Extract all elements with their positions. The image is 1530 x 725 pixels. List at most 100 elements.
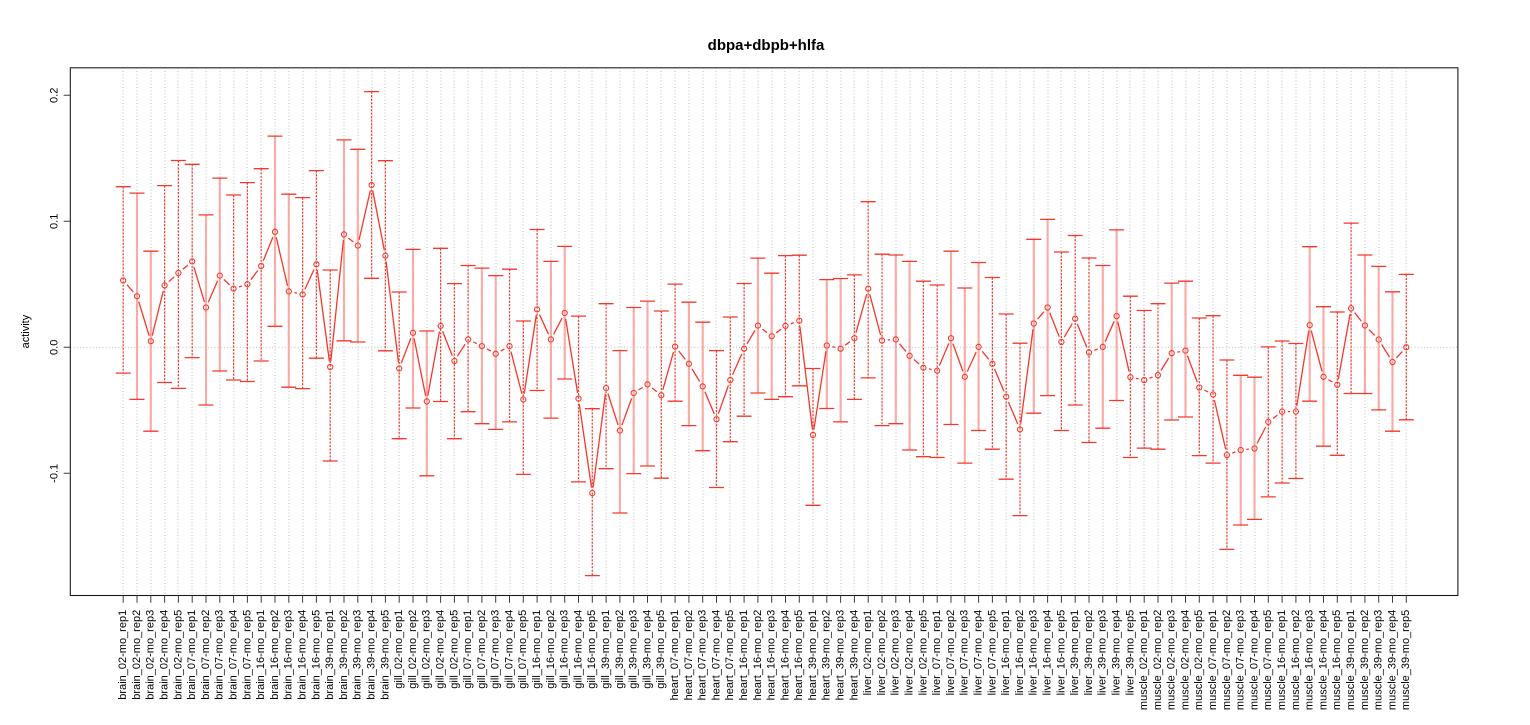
svg-text:brain_16-mo_rep2: brain_16-mo_rep2 (269, 610, 281, 700)
svg-text:heart_16-mo_rep2: heart_16-mo_rep2 (752, 610, 764, 701)
svg-text:brain_07-mo_rep1: brain_07-mo_rep1 (186, 610, 198, 700)
svg-text:liver_02-mo_rep4: liver_02-mo_rep4 (904, 610, 916, 696)
svg-text:muscle_39-mo_rep3: muscle_39-mo_rep3 (1373, 610, 1385, 710)
svg-text:gill_39-mo_rep4: gill_39-mo_rep4 (641, 610, 653, 689)
svg-text:heart_16-mo_rep5: heart_16-mo_rep5 (793, 610, 805, 701)
svg-text:brain_07-mo_rep2: brain_07-mo_rep2 (200, 610, 212, 700)
svg-text:muscle_02-mo_rep3: muscle_02-mo_rep3 (1166, 610, 1178, 710)
svg-text:brain_16-mo_rep3: brain_16-mo_rep3 (283, 610, 295, 700)
svg-text:liver_07-mo_rep2: liver_07-mo_rep2 (945, 610, 957, 696)
svg-text:brain_02-mo_rep3: brain_02-mo_rep3 (145, 610, 157, 700)
svg-text:liver_39-mo_rep3: liver_39-mo_rep3 (1097, 610, 1109, 696)
svg-text:gill_39-mo_rep1: gill_39-mo_rep1 (600, 610, 612, 689)
svg-text:brain_16-mo_rep1: brain_16-mo_rep1 (255, 610, 267, 700)
svg-text:gill_07-mo_rep4: gill_07-mo_rep4 (503, 610, 515, 689)
svg-text:muscle_07-mo_rep4: muscle_07-mo_rep4 (1248, 610, 1260, 710)
svg-text:muscle_16-mo_rep2: muscle_16-mo_rep2 (1290, 610, 1302, 710)
svg-text:gill_02-mo_rep4: gill_02-mo_rep4 (435, 610, 447, 689)
svg-text:liver_02-mo_rep2: liver_02-mo_rep2 (876, 610, 888, 696)
svg-text:brain_16-mo_rep4: brain_16-mo_rep4 (297, 610, 309, 700)
svg-text:heart_39-mo_rep3: heart_39-mo_rep3 (835, 610, 847, 701)
svg-text:activity: activity (20, 314, 32, 348)
svg-text:liver_39-mo_rep2: liver_39-mo_rep2 (1083, 610, 1095, 696)
svg-text:heart_16-mo_rep3: heart_16-mo_rep3 (766, 610, 778, 701)
svg-text:gill_16-mo_rep4: gill_16-mo_rep4 (572, 610, 584, 689)
svg-text:liver_07-mo_rep5: liver_07-mo_rep5 (986, 610, 998, 696)
svg-text:heart_07-mo_rep5: heart_07-mo_rep5 (724, 610, 736, 701)
svg-text:gill_16-mo_rep2: gill_16-mo_rep2 (545, 610, 557, 689)
svg-text:liver_02-mo_rep3: liver_02-mo_rep3 (890, 610, 902, 696)
svg-text:liver_16-mo_rep3: liver_16-mo_rep3 (1028, 610, 1040, 696)
svg-text:heart_07-mo_rep2: heart_07-mo_rep2 (683, 610, 695, 701)
svg-text:heart_39-mo_rep4: heart_39-mo_rep4 (848, 610, 860, 701)
svg-text:gill_02-mo_rep1: gill_02-mo_rep1 (393, 610, 405, 689)
svg-text:muscle_16-mo_rep4: muscle_16-mo_rep4 (1317, 610, 1329, 710)
svg-text:gill_07-mo_rep5: gill_07-mo_rep5 (517, 610, 529, 689)
svg-text:brain_07-mo_rep3: brain_07-mo_rep3 (214, 610, 226, 700)
svg-text:gill_16-mo_rep1: gill_16-mo_rep1 (531, 610, 543, 689)
svg-text:gill_02-mo_rep3: gill_02-mo_rep3 (421, 610, 433, 689)
svg-text:liver_02-mo_rep5: liver_02-mo_rep5 (917, 610, 929, 696)
svg-text:heart_39-mo_rep1: heart_39-mo_rep1 (807, 610, 819, 701)
svg-text:brain_39-mo_rep4: brain_39-mo_rep4 (366, 610, 378, 700)
svg-text:muscle_07-mo_rep3: muscle_07-mo_rep3 (1235, 610, 1247, 710)
svg-text:0.1: 0.1 (49, 214, 61, 229)
svg-text:liver_39-mo_rep1: liver_39-mo_rep1 (1069, 610, 1081, 696)
svg-text:liver_07-mo_rep1: liver_07-mo_rep1 (931, 610, 943, 696)
svg-text:muscle_16-mo_rep1: muscle_16-mo_rep1 (1276, 610, 1288, 710)
svg-text:heart_39-mo_rep2: heart_39-mo_rep2 (821, 610, 833, 701)
svg-text:muscle_39-mo_rep1: muscle_39-mo_rep1 (1345, 610, 1357, 710)
svg-text:gill_07-mo_rep1: gill_07-mo_rep1 (462, 610, 474, 689)
svg-text:gill_02-mo_rep2: gill_02-mo_rep2 (407, 610, 419, 689)
svg-text:gill_39-mo_rep5: gill_39-mo_rep5 (655, 610, 667, 689)
svg-text:gill_07-mo_rep2: gill_07-mo_rep2 (476, 610, 488, 689)
svg-text:heart_07-mo_rep4: heart_07-mo_rep4 (710, 610, 722, 701)
svg-text:brain_02-mo_rep5: brain_02-mo_rep5 (172, 610, 184, 700)
svg-text:muscle_07-mo_rep1: muscle_07-mo_rep1 (1207, 610, 1219, 710)
svg-text:gill_39-mo_rep2: gill_39-mo_rep2 (614, 610, 626, 689)
svg-text:heart_16-mo_rep4: heart_16-mo_rep4 (779, 610, 791, 701)
svg-text:liver_39-mo_rep5: liver_39-mo_rep5 (1124, 610, 1136, 696)
svg-text:muscle_39-mo_rep2: muscle_39-mo_rep2 (1359, 610, 1371, 710)
svg-text:brain_39-mo_rep3: brain_39-mo_rep3 (352, 610, 364, 700)
svg-text:brain_02-mo_rep1: brain_02-mo_rep1 (117, 610, 129, 700)
svg-text:muscle_02-mo_rep4: muscle_02-mo_rep4 (1179, 610, 1191, 710)
svg-text:gill_39-mo_rep3: gill_39-mo_rep3 (628, 610, 640, 689)
svg-text:brain_16-mo_rep5: brain_16-mo_rep5 (310, 610, 322, 700)
svg-text:liver_16-mo_rep4: liver_16-mo_rep4 (1042, 610, 1054, 696)
svg-text:heart_07-mo_rep1: heart_07-mo_rep1 (669, 610, 681, 701)
svg-text:brain_39-mo_rep1: brain_39-mo_rep1 (324, 610, 336, 700)
svg-text:liver_16-mo_rep2: liver_16-mo_rep2 (1014, 610, 1026, 696)
svg-text:gill_07-mo_rep3: gill_07-mo_rep3 (490, 610, 502, 689)
svg-text:brain_39-mo_rep2: brain_39-mo_rep2 (338, 610, 350, 700)
svg-text:0.2: 0.2 (49, 88, 61, 103)
svg-text:liver_07-mo_rep4: liver_07-mo_rep4 (973, 610, 985, 696)
svg-text:gill_02-mo_rep5: gill_02-mo_rep5 (448, 610, 460, 689)
svg-text:brain_07-mo_rep5: brain_07-mo_rep5 (241, 610, 253, 700)
svg-text:liver_39-mo_rep4: liver_39-mo_rep4 (1111, 610, 1123, 696)
svg-text:muscle_07-mo_rep5: muscle_07-mo_rep5 (1262, 610, 1274, 710)
svg-text:gill_16-mo_rep5: gill_16-mo_rep5 (586, 610, 598, 689)
svg-text:muscle_02-mo_rep5: muscle_02-mo_rep5 (1193, 610, 1205, 710)
svg-text:brain_39-mo_rep5: brain_39-mo_rep5 (379, 610, 391, 700)
svg-text:muscle_39-mo_rep5: muscle_39-mo_rep5 (1400, 610, 1412, 710)
svg-text:liver_02-mo_rep1: liver_02-mo_rep1 (862, 610, 874, 696)
svg-text:0.0: 0.0 (49, 340, 61, 355)
svg-text:-0.1: -0.1 (49, 464, 61, 483)
svg-text:muscle_16-mo_rep5: muscle_16-mo_rep5 (1331, 610, 1343, 710)
svg-text:dbpa+dbpb+hlfa: dbpa+dbpb+hlfa (708, 37, 825, 54)
svg-text:liver_16-mo_rep5: liver_16-mo_rep5 (1055, 610, 1067, 696)
svg-text:muscle_02-mo_rep2: muscle_02-mo_rep2 (1152, 610, 1164, 710)
svg-text:gill_16-mo_rep3: gill_16-mo_rep3 (559, 610, 571, 689)
svg-text:liver_07-mo_rep3: liver_07-mo_rep3 (959, 610, 971, 696)
svg-text:heart_16-mo_rep1: heart_16-mo_rep1 (738, 610, 750, 701)
svg-text:brain_07-mo_rep4: brain_07-mo_rep4 (228, 610, 240, 700)
svg-text:muscle_16-mo_rep3: muscle_16-mo_rep3 (1304, 610, 1316, 710)
svg-text:brain_02-mo_rep2: brain_02-mo_rep2 (131, 610, 143, 700)
svg-text:heart_07-mo_rep3: heart_07-mo_rep3 (697, 610, 709, 701)
svg-text:muscle_07-mo_rep2: muscle_07-mo_rep2 (1221, 610, 1233, 710)
svg-text:muscle_39-mo_rep4: muscle_39-mo_rep4 (1386, 610, 1398, 710)
svg-text:brain_02-mo_rep4: brain_02-mo_rep4 (159, 610, 171, 700)
svg-text:liver_16-mo_rep1: liver_16-mo_rep1 (1000, 610, 1012, 696)
svg-text:muscle_02-mo_rep1: muscle_02-mo_rep1 (1138, 610, 1150, 710)
